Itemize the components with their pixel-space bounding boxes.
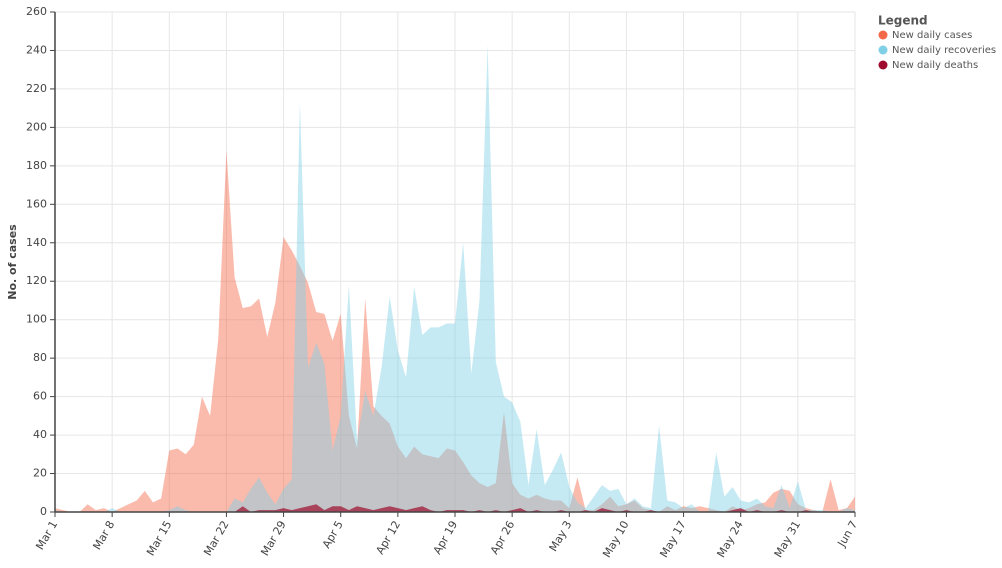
x-tick-label: Mar 29 [258,519,288,559]
y-tick-label: 180 [26,159,47,172]
x-tick-label: Apr 19 [431,519,461,557]
area [55,44,855,512]
x-tick-label: May 17 [657,519,688,560]
legend-label: New daily recoveries [892,45,996,56]
x-tick-label: May 10 [600,519,631,560]
legend-marker [878,60,888,70]
legend-marker [878,30,888,40]
x-tick-label: Mar 22 [201,519,231,559]
y-tick-label: 40 [33,428,47,441]
x-tick-label: May 31 [772,519,803,560]
area [55,504,855,512]
legend-label: New daily deaths [892,60,978,71]
x-tick-label: Apr 26 [488,519,518,557]
y-tick-label: 160 [26,197,47,210]
y-axis-label: No. of cases [6,224,19,300]
x-tick-label: Mar 1 [33,519,60,553]
y-tick-label: 20 [33,467,47,480]
y-tick-label: 220 [26,82,47,95]
y-tick-label: 100 [26,313,47,326]
legend-marker [878,45,888,55]
y-tick-label: 200 [26,120,47,133]
y-tick-label: 0 [40,505,47,518]
x-tick-label: Jun 7 [835,519,861,550]
y-tick-label: 240 [26,43,47,56]
legend-label: New daily cases [892,30,972,41]
x-tick-label: Mar 8 [90,518,117,552]
y-tick-label: 140 [26,236,47,249]
x-tick-label: May 3 [547,519,575,554]
x-tick-label: Mar 15 [144,519,174,559]
x-tick-label: May 24 [715,519,746,560]
y-tick-label: 260 [26,5,47,18]
x-tick-label: Apr 5 [320,519,346,551]
y-tick-label: 80 [33,351,47,364]
legend-title: Legend [878,14,928,28]
y-tick-label: 120 [26,274,47,287]
x-tick-label: Apr 12 [374,519,404,557]
area [55,150,855,512]
y-tick-label: 60 [33,390,47,403]
